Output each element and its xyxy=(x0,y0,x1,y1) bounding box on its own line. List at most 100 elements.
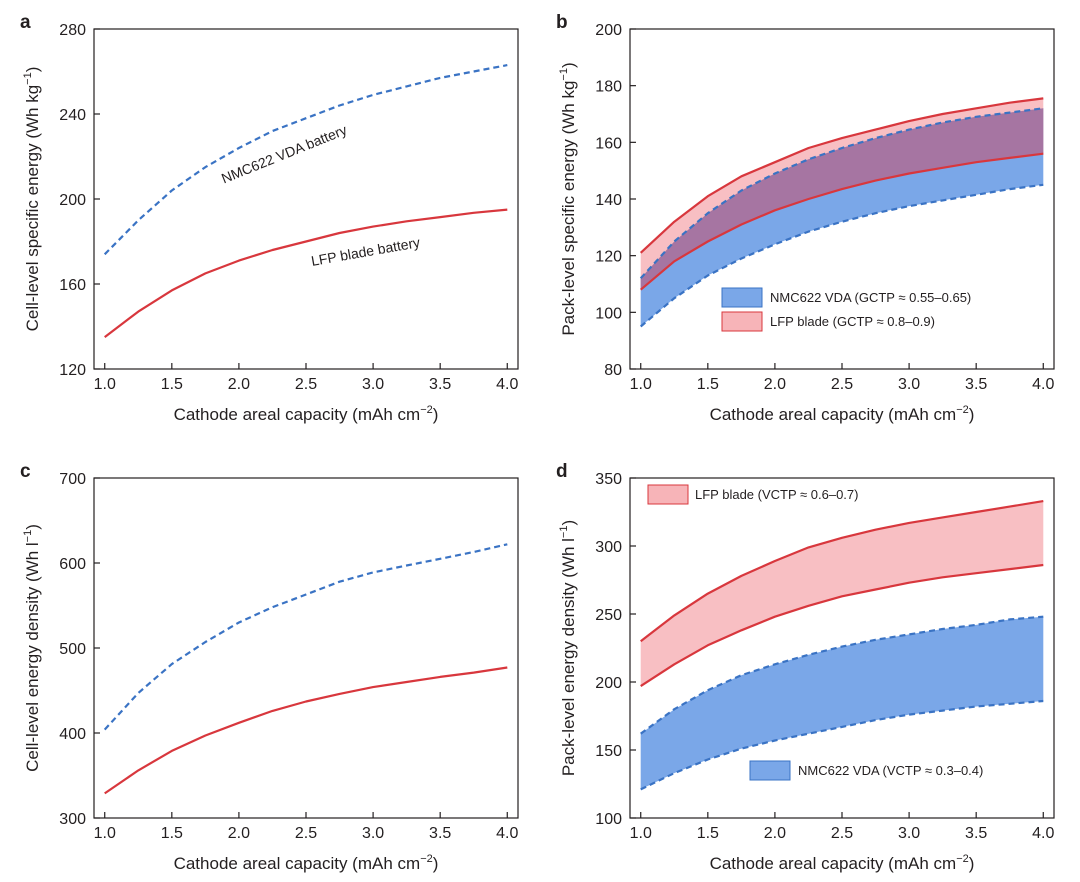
x-tick-label: 1.0 xyxy=(630,825,652,842)
series-upper-line-nmc622-vda-gctp-0-55-0-65 xyxy=(639,107,1044,280)
x-tick-label: 2.5 xyxy=(295,376,317,393)
plot-frame xyxy=(93,28,519,370)
x-tick-label: 1.0 xyxy=(630,376,652,393)
panel-a: a 1.0 1.5 2.0 2.5 3.0 3.5 4.0 120 160 200 240 280 C… xyxy=(20,12,519,424)
y-axis-label: Pack-level specific energy (Wh kg−1) xyxy=(558,62,578,335)
x-tick-label: 3.5 xyxy=(429,376,451,393)
x-tick-label: 2.5 xyxy=(831,825,853,842)
y-tick-label: 120 xyxy=(59,362,86,379)
x-tick-label: 2.5 xyxy=(831,376,853,393)
legend-swatch-nmc622 xyxy=(749,760,791,781)
panel-letter-d: d xyxy=(556,461,568,482)
legend-label-nmc622: NMC622 VDA (GCTP ≈ 0.55–0.65) xyxy=(770,290,971,305)
x-tick-label: 3.0 xyxy=(898,825,920,842)
x-tick-label: 2.0 xyxy=(764,376,786,393)
x-axis-label: Cathode areal capacity (mAh cm−2) xyxy=(174,404,439,424)
y-tick-label: 160 xyxy=(595,135,622,152)
y-tick-label: 140 xyxy=(595,192,622,209)
y-tick-label: 400 xyxy=(59,726,86,743)
panel-letter-c: c xyxy=(20,461,31,482)
legend-label-lfp: LFP blade (VCTP ≈ 0.6–0.7) xyxy=(695,487,858,502)
y-axis-label: Cell-level specific energy (Wh kg−1) xyxy=(22,67,42,332)
series-line-lfp-blade-battery xyxy=(104,666,508,795)
y-tick-label: 240 xyxy=(59,107,86,124)
x-tick-label: 3.5 xyxy=(965,825,987,842)
x-tick-label: 3.5 xyxy=(429,825,451,842)
legend-nmc622: NMC622 VDA (VCTP ≈ 0.3–0.4) xyxy=(749,760,983,781)
x-tick-label: 1.5 xyxy=(697,825,719,842)
series-layer xyxy=(103,64,508,338)
series-upper-line-lfp-blade-gctp-0-8-0-9 xyxy=(639,97,1044,254)
series-lower-line-lfp-blade-gctp-0-8-0-9 xyxy=(639,152,1044,291)
y-tick-label: 250 xyxy=(595,607,622,624)
series-lower-line-nmc622-vda-vctp-0-3-0-4 xyxy=(640,699,1044,791)
series-upper-line-nmc622-vda-vctp-0-3-0-4 xyxy=(640,615,1044,735)
series-line-nmc622-vda-battery xyxy=(103,64,508,256)
ticks-layer: 1.0 1.5 2.0 2.5 3.0 3.5 4.0 300 400 500 600 700 xyxy=(59,471,518,842)
x-tick-label: 1.5 xyxy=(161,376,183,393)
series-layer xyxy=(103,543,508,795)
annotation-nmc622-vda-battery: NMC622 VDA battery xyxy=(219,121,349,186)
legend-swatch-nmc622 xyxy=(721,287,763,308)
y-tick-label: 350 xyxy=(595,471,622,488)
series-line-nmc622-vda-battery xyxy=(103,543,508,731)
y-tick-label: 500 xyxy=(59,641,86,658)
series-lower-line-nmc622-vda-gctp-0-55-0-65 xyxy=(639,183,1044,328)
x-tick-label: 4.0 xyxy=(496,376,518,393)
y-tick-label: 200 xyxy=(59,192,86,209)
x-tick-label: 2.0 xyxy=(228,376,250,393)
y-tick-label: 700 xyxy=(59,471,86,488)
legend: NMC622 VDA (GCTP ≈ 0.55–0.65) LFP blade … xyxy=(721,287,971,332)
band-lfp-blade-vctp-0-6-0-7 xyxy=(640,501,1044,687)
series-layer xyxy=(639,97,1044,328)
plot-frame xyxy=(93,477,519,819)
legend-label-nmc622: NMC622 VDA (VCTP ≈ 0.3–0.4) xyxy=(798,763,983,778)
y-tick-label: 120 xyxy=(595,249,622,266)
ticks-layer: 1.0 1.5 2.0 2.5 3.0 3.5 4.0 120 160 200 240 280 xyxy=(59,22,518,393)
series-lower-line-lfp-blade-vctp-0-6-0-7 xyxy=(640,563,1044,688)
x-tick-label: 2.5 xyxy=(295,825,317,842)
x-tick-label: 3.0 xyxy=(362,825,384,842)
x-tick-label: 1.5 xyxy=(161,825,183,842)
y-axis-label: Cell-level energy density (Wh l−1) xyxy=(22,524,42,772)
y-tick-label: 300 xyxy=(595,539,622,556)
y-tick-label: 600 xyxy=(59,556,86,573)
legend-swatch-lfp xyxy=(721,311,763,332)
ticks-layer: 1.0 1.5 2.0 2.5 3.0 3.5 4.0 80 100 120 140 160 180 20… xyxy=(595,22,1054,393)
band-nmc622-vda-vctp-0-3-0-4 xyxy=(640,616,1044,790)
legend-lfp: LFP blade (VCTP ≈ 0.6–0.7) xyxy=(647,484,858,505)
panel-letter-b: b xyxy=(556,12,568,33)
x-tick-label: 1.0 xyxy=(94,376,116,393)
y-tick-label: 150 xyxy=(595,743,622,760)
y-tick-label: 100 xyxy=(595,305,622,322)
panel-b: b 1.0 1.5 2.0 2.5 3.0 3.5 4.0 80 100 120 140 160 180… xyxy=(556,12,1055,424)
legend-swatch-lfp xyxy=(647,484,689,505)
band-overlap xyxy=(640,108,1044,290)
x-tick-label: 4.0 xyxy=(1032,825,1054,842)
x-tick-label: 2.0 xyxy=(764,825,786,842)
x-tick-label: 2.0 xyxy=(228,825,250,842)
y-tick-label: 160 xyxy=(59,277,86,294)
x-axis-label: Cathode areal capacity (mAh cm−2) xyxy=(174,853,439,873)
x-tick-label: 3.0 xyxy=(362,376,384,393)
panel-d: d 1.0 1.5 2.0 2.5 3.0 3.5 4.0 100 150 200 250 300 35… xyxy=(556,461,1055,873)
y-tick-label: 200 xyxy=(595,675,622,692)
x-tick-label: 4.0 xyxy=(496,825,518,842)
x-tick-label: 3.0 xyxy=(898,376,920,393)
legend-label-lfp: LFP blade (GCTP ≈ 0.8–0.9) xyxy=(770,314,935,329)
x-tick-label: 3.5 xyxy=(965,376,987,393)
x-axis-label: Cathode areal capacity (mAh cm−2) xyxy=(710,853,975,873)
x-tick-label: 1.5 xyxy=(697,376,719,393)
y-tick-label: 100 xyxy=(595,811,622,828)
y-tick-label: 80 xyxy=(604,362,622,379)
panel-letter-a: a xyxy=(20,12,31,33)
ticks-layer: 1.0 1.5 2.0 2.5 3.0 3.5 4.0 100 150 200 250 300 350 xyxy=(595,471,1054,842)
y-axis-label: Pack-level energy density (Wh l−1) xyxy=(558,520,578,776)
x-tick-label: 4.0 xyxy=(1032,376,1054,393)
panel-c: c 1.0 1.5 2.0 2.5 3.0 3.5 4.0 300 400 500 600 700 C… xyxy=(20,461,519,873)
series-line-lfp-blade-battery xyxy=(104,208,508,338)
y-tick-label: 200 xyxy=(595,22,622,39)
x-tick-label: 1.0 xyxy=(94,825,116,842)
y-tick-label: 180 xyxy=(595,79,622,96)
